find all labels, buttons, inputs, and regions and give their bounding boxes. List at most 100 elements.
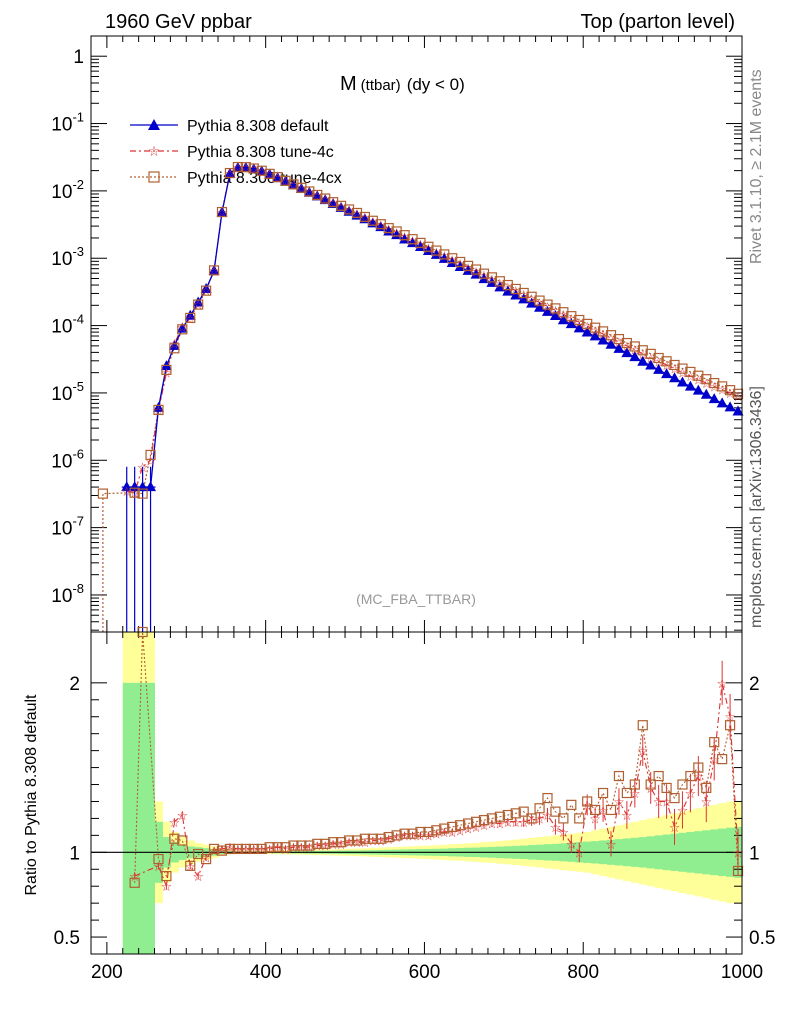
ratio-point-tune4c: ☆ xyxy=(558,825,570,840)
data-point-tune4cx xyxy=(447,253,458,264)
data-point-tune4c: ☆ xyxy=(129,486,141,501)
ratio-point-tune4cx xyxy=(256,843,267,855)
ratio-point-tune4c: ☆ xyxy=(478,818,490,833)
data-point-default xyxy=(534,301,546,312)
data-point-tune4c: ☆ xyxy=(367,215,379,230)
ratio-point-tune4cx xyxy=(502,809,513,821)
data-point-default xyxy=(264,168,276,179)
ratio-point-tune4cx xyxy=(653,770,664,782)
ratio-point-tune4c: ☆ xyxy=(581,798,593,813)
ratio-point-tune4cx xyxy=(613,770,625,782)
data-point-default xyxy=(589,330,601,341)
ratio-point-tune4c: ☆ xyxy=(470,820,482,835)
data-point-tune4c: ☆ xyxy=(311,188,323,203)
data-point-tune4cx xyxy=(296,182,307,193)
ratio-point-tune4c: ☆ xyxy=(184,859,196,874)
ratio-point-tune4c: ☆ xyxy=(645,781,657,796)
ratio-point-tune4cx xyxy=(534,803,545,814)
ratio-point-tune4c: ☆ xyxy=(573,845,585,860)
ratio-point-tune4cx xyxy=(717,754,728,765)
ratio-point-tune4cx xyxy=(367,833,378,844)
ratio-point-tune4c: ☆ xyxy=(708,752,720,767)
ratio-point-tune4cx xyxy=(343,835,355,846)
data-point-tune4cx xyxy=(208,265,220,276)
ratio-point-tune4c: ☆ xyxy=(526,813,538,828)
data-point-tune4cx xyxy=(653,352,664,364)
ratio-point-tune4cx xyxy=(312,838,323,849)
ratio-point-tune4c: ☆ xyxy=(605,837,617,852)
ratio-point-tune4c: ☆ xyxy=(597,803,609,818)
ratio-point-tune4cx xyxy=(518,806,529,817)
ratio-point-tune4c: ☆ xyxy=(216,842,228,857)
ratio-y-tick-label-right: 2 xyxy=(749,674,760,695)
ratio-point-tune4c: ☆ xyxy=(296,840,308,855)
data-point-default xyxy=(359,213,371,224)
data-point-tune4cx xyxy=(566,311,577,322)
header-right-title: Top (parton level) xyxy=(580,11,735,33)
data-point-tune4cx xyxy=(153,404,164,415)
ratio-point-tune4c: ☆ xyxy=(423,828,435,843)
data-point-tune4cx xyxy=(629,341,640,352)
data-point-default xyxy=(684,380,696,391)
ratio-y-tick-label: 1 xyxy=(69,843,80,864)
legend-marker-star: ☆ xyxy=(148,143,161,159)
data-point-default xyxy=(216,206,228,217)
ratio-point-tune4cx xyxy=(288,840,299,851)
ratio-point-tune4c: ☆ xyxy=(518,815,530,830)
ratio-point-tune4cx xyxy=(566,799,577,810)
ratio-point-tune4c: ☆ xyxy=(129,869,141,884)
data-point-tune4c: ☆ xyxy=(288,178,300,193)
data-point-tune4c: ☆ xyxy=(534,296,546,311)
ratio-point-tune4cx xyxy=(407,828,418,839)
ratio-point-tune4cx xyxy=(582,796,593,807)
ratio-point-tune4cx xyxy=(264,842,275,853)
data-point-tune4c: ☆ xyxy=(438,249,450,264)
ratio-point-tune4c: ☆ xyxy=(653,794,665,809)
ratio-point-tune4c: ☆ xyxy=(550,820,562,835)
data-point-default xyxy=(295,182,307,193)
data-point-tune4c: ☆ xyxy=(478,268,490,283)
data-point-tune4c: ☆ xyxy=(565,311,577,326)
ratio-point-tune4cx xyxy=(439,823,450,834)
data-point-default xyxy=(335,201,347,212)
ratio-point-tune4cx xyxy=(208,843,220,855)
data-point-tune4c: ☆ xyxy=(192,297,204,312)
y-tick-label: 10-1 xyxy=(51,110,84,136)
data-point-tune4c: ☆ xyxy=(716,383,728,398)
data-point-tune4c: ☆ xyxy=(232,160,244,175)
data-point-tune4cx xyxy=(359,211,370,223)
ratio-point-tune4c: ☆ xyxy=(454,823,466,838)
data-point-tune4cx xyxy=(169,343,180,354)
ratio-point-tune4cx xyxy=(185,860,196,871)
ratio-point-tune4cx xyxy=(597,787,609,799)
data-point-tune4c: ☆ xyxy=(542,300,554,315)
ratio-point-tune4c: ☆ xyxy=(494,817,506,832)
legend: Pythia 8.308 default ☆ Pythia 8.308 tune… xyxy=(130,118,342,187)
ratio-point-tune4c: ☆ xyxy=(319,839,331,854)
data-point-default xyxy=(446,256,458,267)
ratio-point-tune4c: ☆ xyxy=(192,869,204,884)
data-point-tune4cx xyxy=(129,487,140,498)
data-point-tune4cx xyxy=(383,223,394,234)
data-point-tune4cx xyxy=(201,285,212,296)
data-point-default xyxy=(319,194,331,205)
ratio-point-tune4cx xyxy=(423,826,434,838)
data-point-tune4cx xyxy=(391,226,402,237)
ratio-point-tune4cx xyxy=(169,833,180,844)
data-point-tune4c: ☆ xyxy=(597,327,609,342)
data-point-tune4c: ☆ xyxy=(280,174,292,189)
legend-label-tune4c: Pythia 8.308 tune-4c xyxy=(187,144,334,161)
ratio-point-tune4cx xyxy=(153,853,164,865)
ratio-point-tune4c: ☆ xyxy=(613,794,625,809)
ratio-point-tune4cx xyxy=(669,792,680,804)
ratio-point-tune4c: ☆ xyxy=(256,842,268,857)
legend-marker-square xyxy=(148,171,160,183)
data-point-tune4c: ☆ xyxy=(573,315,585,330)
data-point-tune4c: ☆ xyxy=(462,260,474,275)
ratio-point-tune4c: ☆ xyxy=(502,815,514,830)
ratio-y-tick-label-right: 0.5 xyxy=(749,928,775,949)
data-point-tune4c: ☆ xyxy=(391,226,403,241)
ratio-y-tick-label-right: 1 xyxy=(749,843,760,864)
